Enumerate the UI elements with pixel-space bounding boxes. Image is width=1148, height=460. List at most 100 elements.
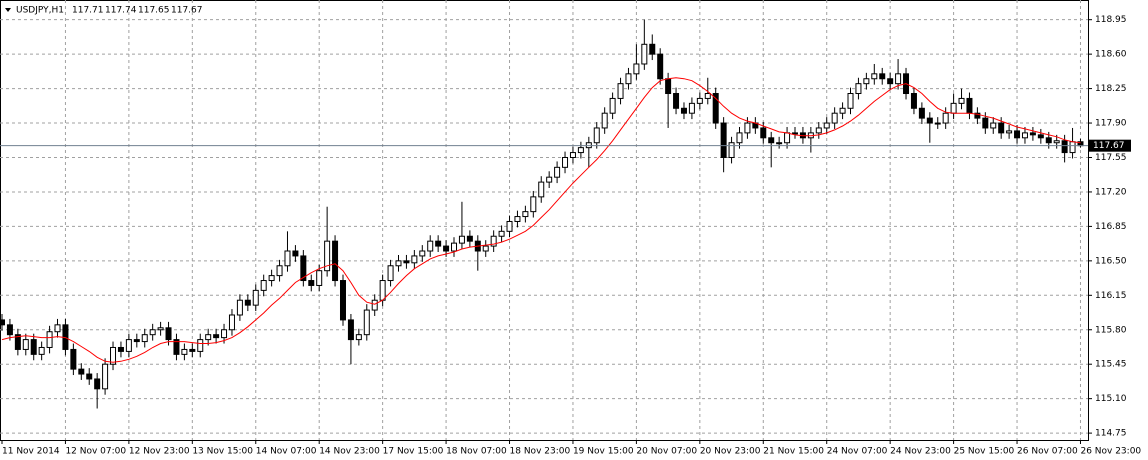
candle-body — [895, 73, 902, 85]
price-label: 117.67 — [1093, 141, 1125, 151]
candle-body — [498, 230, 505, 237]
candle-body — [371, 299, 378, 311]
candle-body — [823, 122, 830, 129]
candle-body — [244, 299, 251, 306]
candle-body — [966, 97, 973, 114]
candle-body — [569, 152, 576, 158]
candle-body — [696, 97, 703, 104]
candle-body — [863, 78, 870, 85]
candle-body — [815, 127, 822, 134]
candle-body — [38, 346, 45, 355]
candle-body — [958, 97, 965, 104]
y-tick-label: 115.45 — [1095, 360, 1127, 370]
candle-body — [46, 331, 53, 348]
header: USDJPY,H1 117.71 117.74 117.65 117.67 — [5, 6, 203, 16]
candle-body — [252, 289, 259, 306]
candle-body — [839, 107, 846, 114]
candle-body — [665, 78, 672, 95]
candle-body — [70, 348, 77, 370]
y-tick-label: 115.10 — [1095, 394, 1127, 404]
symbol: USDJPY,H1 — [16, 6, 64, 16]
candle-body — [205, 334, 212, 341]
x-tick-label: 12 Nov 23:00 — [129, 447, 190, 457]
candle-body — [363, 309, 370, 336]
candle-body — [1021, 132, 1028, 139]
candle-body — [887, 78, 894, 85]
candle-body — [926, 117, 933, 124]
candle-body — [379, 280, 386, 301]
candle-body — [435, 240, 442, 247]
candle-body — [276, 265, 283, 277]
candle-body — [910, 93, 917, 109]
candle-body — [712, 93, 719, 124]
header-close: 117.67 — [171, 6, 203, 16]
candle-body — [657, 53, 664, 80]
candle-body — [395, 260, 402, 267]
candle-body — [784, 132, 791, 144]
candle-body — [514, 216, 521, 222]
candle-body — [879, 73, 886, 80]
candle-body — [411, 255, 418, 264]
candle-body — [760, 127, 767, 139]
candle-body — [546, 176, 553, 183]
candle-body — [720, 122, 727, 158]
candle-body — [847, 93, 854, 109]
candle-body — [918, 107, 925, 119]
candle-body — [1037, 134, 1044, 139]
candle-body — [744, 122, 751, 134]
candle-body — [419, 250, 426, 257]
candle-body — [125, 339, 132, 352]
candle-body — [1014, 130, 1021, 139]
x-tick-label: 17 Nov 15:00 — [383, 447, 444, 457]
candle-body — [181, 348, 188, 355]
candle-body — [94, 378, 101, 390]
candle-body — [308, 280, 315, 286]
candle-body — [78, 368, 85, 375]
candle-body — [641, 43, 648, 65]
x-tick-label: 21 Nov 15:00 — [763, 447, 824, 457]
candle-body — [165, 327, 172, 341]
candle-body — [133, 339, 140, 343]
x-tick-label: 11 Nov 2014 — [2, 447, 60, 457]
x-tick-label: 18 Nov 07:00 — [446, 447, 507, 457]
x-tick-label: 14 Nov 23:00 — [319, 447, 380, 457]
candle-body — [427, 240, 434, 252]
candle-body — [942, 112, 949, 124]
x-tick-label: 26 Nov 07:00 — [1017, 447, 1078, 457]
x-tick-label: 12 Nov 07:00 — [65, 447, 126, 457]
y-tick-label: 115.80 — [1095, 325, 1127, 335]
candle-body — [332, 240, 339, 282]
candle-body — [466, 235, 473, 242]
candle-body — [292, 250, 299, 257]
y-tick-label: 116.85 — [1095, 222, 1127, 232]
candle-body — [236, 299, 243, 316]
candle-body — [673, 93, 680, 109]
candle-body — [704, 93, 711, 99]
candle-body — [1029, 132, 1036, 136]
candle-body — [538, 181, 545, 198]
candle-body — [482, 245, 489, 252]
candle-body — [1045, 137, 1052, 144]
candle-body — [141, 334, 148, 343]
candle-body — [530, 196, 537, 213]
x-tick-label: 26 Nov 23:00 — [1080, 447, 1141, 457]
candle-body — [110, 346, 117, 365]
x-tick-label: 20 Nov 07:00 — [636, 447, 697, 457]
candle-body — [213, 334, 220, 339]
y-tick-label: 118.95 — [1095, 15, 1127, 25]
candle-body — [22, 339, 29, 350]
candle-body — [355, 334, 362, 341]
candle-body — [680, 107, 687, 114]
moving-average — [1, 77, 1081, 363]
candle-body — [403, 260, 410, 264]
x-tick-label: 24 Nov 23:00 — [890, 447, 951, 457]
candle-body — [617, 83, 624, 99]
candle-body — [768, 137, 775, 144]
y-tick-label: 116.15 — [1095, 291, 1127, 301]
candle-body — [197, 339, 204, 352]
y-tick-label: 114.75 — [1095, 429, 1127, 439]
candle-body — [974, 112, 981, 119]
y-tick-label: 118.60 — [1095, 50, 1127, 60]
candle-body — [593, 127, 600, 144]
candle-body — [776, 142, 783, 145]
